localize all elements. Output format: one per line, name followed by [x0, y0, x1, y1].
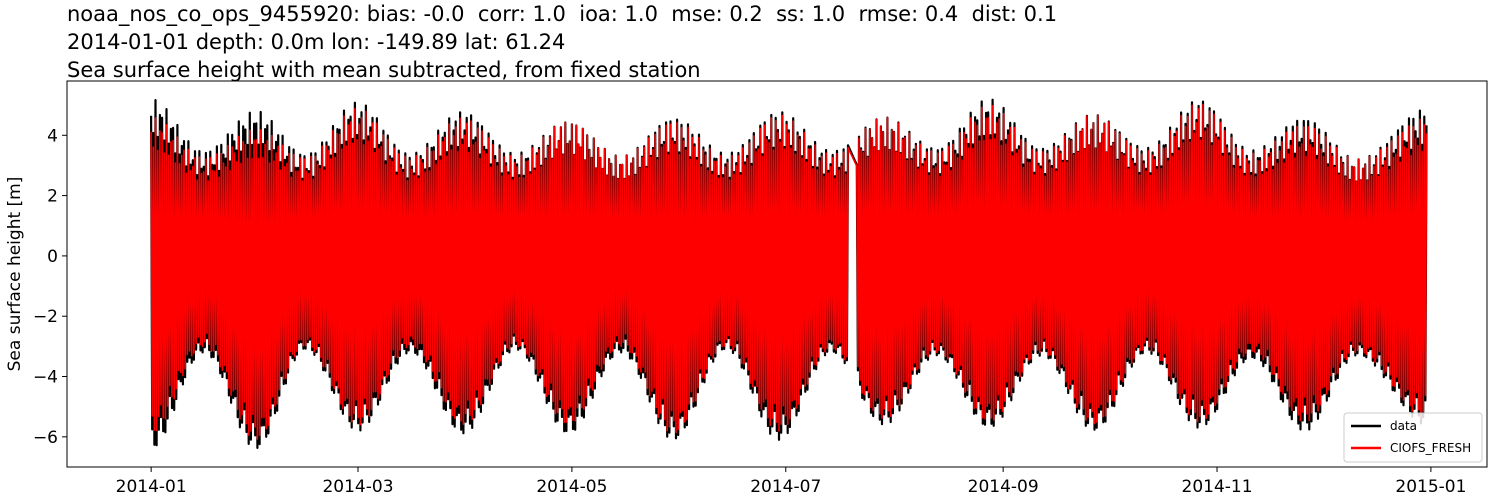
y-tick-label: −4: [33, 368, 58, 388]
y-tick-label: 0: [47, 247, 58, 267]
y-axis: −6 −4 −2 0 2 4: [33, 126, 67, 448]
y-tick-label: 4: [47, 126, 58, 146]
legend-label-data: data: [1390, 419, 1417, 433]
y-tick-label: −2: [33, 307, 58, 327]
chart-title-line-1: noaa_nos_co_ops_9455920: bias: -0.0 corr…: [67, 2, 1058, 26]
plot-frame: [66, 80, 1488, 468]
chart-title-line-3: Sea surface height with mean subtracted,…: [67, 58, 701, 82]
x-tick-label: 2015-01: [1395, 477, 1466, 497]
x-tick-label: 2014-05: [536, 477, 607, 497]
x-tick-label: 2014-03: [322, 477, 393, 497]
x-tick-label: 2014-09: [968, 477, 1039, 497]
title-block: noaa_nos_co_ops_9455920: bias: -0.0 corr…: [67, 0, 1057, 84]
x-tick-label: 2014-11: [1182, 477, 1253, 497]
legend-label-ciofs-fresh: CIOFS_FRESH: [1390, 441, 1471, 455]
chart-title-line-2: 2014-01-01 depth: 0.0m lon: -149.89 lat:…: [67, 30, 566, 54]
legend: data CIOFS_FRESH: [1343, 412, 1483, 463]
series-line-ciofs-fresh: [150, 103, 1428, 440]
x-tick-label: 2014-07: [750, 477, 821, 497]
x-axis: 2014-01 2014-03 2014-05 2014-07 2014-09 2014-…: [116, 467, 1466, 497]
series-layer: [150, 98, 1428, 449]
y-tick-label: 2: [47, 187, 58, 207]
x-tick-label: 2014-01: [116, 477, 187, 497]
y-tick-label: −6: [33, 428, 58, 448]
y-axis-label: Sea surface height [m]: [5, 177, 25, 372]
